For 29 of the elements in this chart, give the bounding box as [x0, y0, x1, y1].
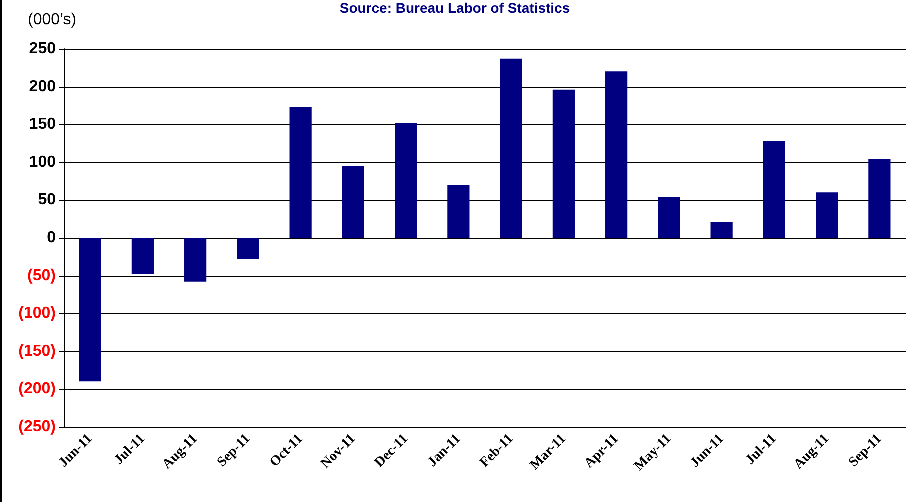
- bar: [448, 185, 470, 238]
- bar: [395, 123, 418, 238]
- y-tick-label: (150): [18, 342, 56, 360]
- y-tick-label: (100): [18, 305, 56, 322]
- bar: [290, 107, 312, 238]
- y-tick-label: 0: [47, 230, 56, 246]
- bar: [816, 192, 838, 238]
- bar: [868, 159, 891, 238]
- bar: [237, 238, 260, 260]
- bar: [710, 222, 733, 238]
- bar: [606, 72, 628, 238]
- source-note: Source: Bureau Labor of Statistics: [340, 0, 570, 16]
- bar: [184, 238, 207, 282]
- bar: [342, 166, 364, 238]
- y-tick-label: 50: [38, 192, 56, 209]
- bar: [132, 238, 154, 274]
- bar: [500, 58, 522, 238]
- y-axis-title: (000’s): [28, 12, 77, 28]
- y-tick-label: 250: [29, 40, 56, 58]
- bar: [79, 238, 102, 382]
- y-tick-label: (250): [18, 418, 56, 436]
- y-tick-label: 100: [29, 154, 56, 171]
- y-tick-label: 150: [29, 116, 56, 134]
- y-tick-label: 200: [29, 78, 56, 96]
- bar: [763, 141, 786, 238]
- y-tick-label: (200): [18, 380, 56, 398]
- y-tick-label: (50): [28, 267, 56, 284]
- bar: [658, 197, 680, 238]
- bar: [552, 90, 575, 238]
